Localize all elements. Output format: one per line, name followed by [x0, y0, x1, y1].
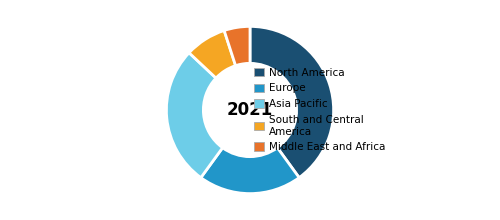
Wedge shape	[224, 26, 250, 66]
Wedge shape	[189, 31, 236, 78]
Legend: North America, Europe, Asia Pacific, South and Central
America, Middle East and : North America, Europe, Asia Pacific, Sou…	[254, 68, 386, 152]
Wedge shape	[250, 26, 334, 178]
Text: 2021: 2021	[227, 101, 273, 119]
Wedge shape	[201, 148, 299, 194]
Wedge shape	[166, 53, 222, 178]
